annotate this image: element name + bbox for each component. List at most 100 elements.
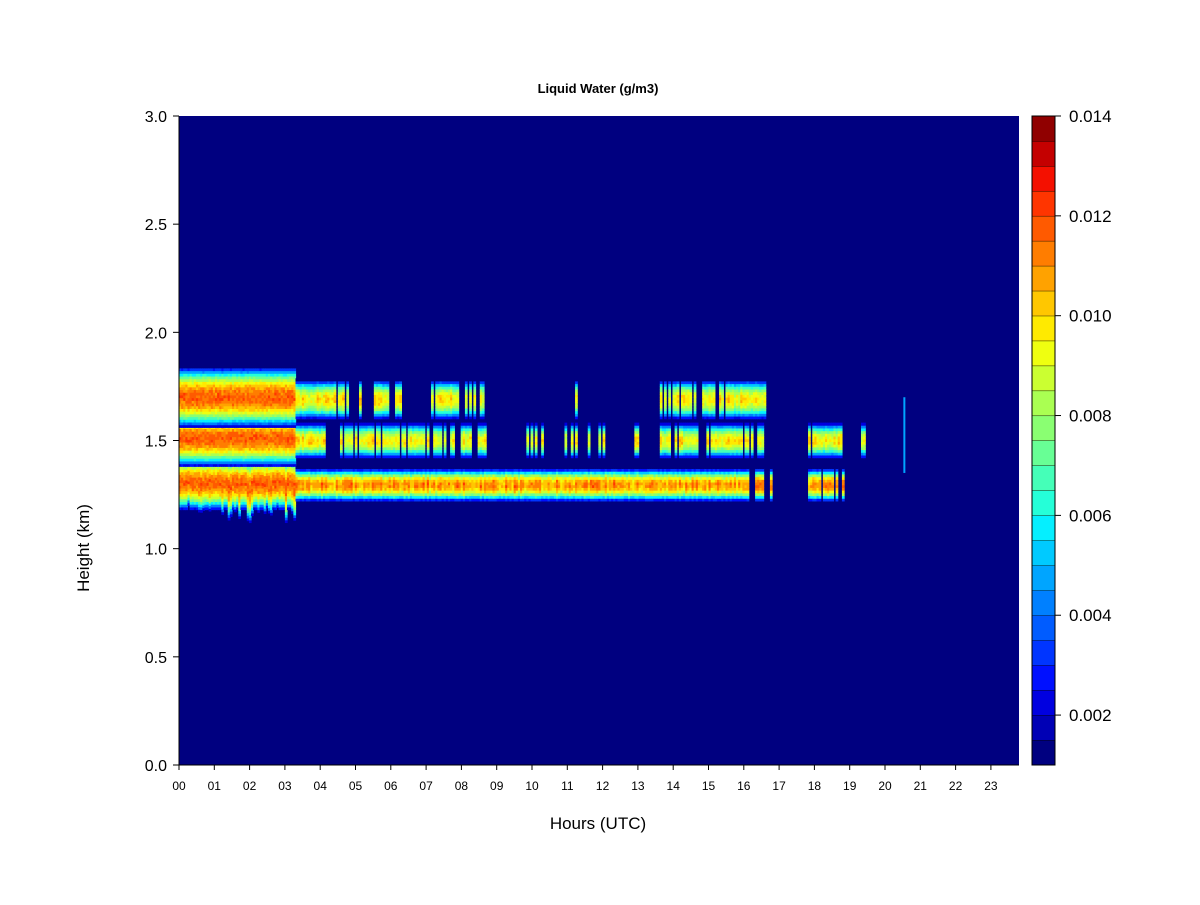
heatmap-cell [670,490,674,494]
heatmap-cell [223,504,227,508]
heatmap-cell [238,502,242,506]
heatmap-cell [808,487,811,491]
heatmap-cell [479,479,483,483]
heatmap-cell [242,471,246,475]
heatmap-cell [606,492,610,497]
heatmap-cell [257,496,261,500]
heatmap-cell [733,479,737,483]
heatmap-cell [295,498,299,502]
heatmap-cell [369,498,373,502]
heatmap-cell [251,477,254,481]
heatmap-cell [363,471,366,475]
heatmap-cell [206,431,210,435]
heatmap-cell [526,492,530,497]
heatmap-cell [727,471,731,475]
heatmap-cell [498,471,502,475]
heatmap-cell [183,469,186,473]
heatmap-cell [452,474,455,478]
heatmap-cell [350,468,354,472]
heatmap-cell [293,490,297,494]
heatmap-cell [227,474,231,478]
heatmap-cell [318,476,322,480]
heatmap-cell [560,465,563,470]
heatmap-cell [354,490,358,494]
heatmap-cell [568,479,572,483]
heatmap-cell [642,487,646,491]
heatmap-cell [295,476,299,480]
heatmap-cell [327,487,330,491]
heatmap-cell [611,471,614,475]
heatmap-cell [630,495,633,499]
heatmap-cell [831,484,835,488]
heatmap-cell [761,495,765,499]
heatmap-cell [195,444,199,448]
heatmap-cell [424,498,428,502]
heatmap-cell [208,434,212,438]
heatmap-cell [714,487,718,491]
heatmap-cell [575,471,578,475]
heatmap-cell [221,495,225,499]
heatmap-cell [206,466,210,470]
heatmap-cell [195,504,199,508]
heatmap-cell [632,468,635,472]
heatmap-cell [248,468,252,472]
heatmap-cell [577,476,580,480]
heatmap-cell [678,487,682,491]
heatmap-cell [691,498,695,502]
heatmap-cell [814,490,818,494]
heatmap-cell [721,487,724,491]
heatmap-cell [481,487,485,491]
heatmap-cell [812,471,815,475]
heatmap-cell [708,471,712,475]
heatmap-cell [655,484,659,488]
heatmap-cell [375,465,379,470]
heatmap-cell [621,490,625,494]
heatmap-cell [700,482,703,486]
heatmap-cell [611,498,614,502]
heatmap-cell [452,476,455,480]
heatmap-cell [594,490,597,494]
heatmap-cell [683,495,686,499]
heatmap-cell [257,507,261,511]
heatmap-cell [634,479,638,483]
heatmap-cell [822,479,826,483]
heatmap-cell [195,507,199,511]
heatmap-cell [600,465,604,470]
heatmap-cell [200,506,203,511]
heatmap-cell [219,479,222,484]
heatmap-cell [655,468,659,472]
heatmap-cell [181,493,184,497]
heatmap-cell [619,490,623,494]
heatmap-cell [560,495,563,499]
heatmap-cell [827,490,830,494]
heatmap-cell [551,490,555,494]
heatmap-cell [704,468,707,472]
heatmap-cell [348,490,352,494]
heatmap-cell [630,468,633,472]
heatmap-cell [668,495,671,499]
heatmap-cell [570,482,574,486]
heatmap-cell [655,498,659,502]
heatmap-cell [390,495,394,499]
heatmap-cell [342,482,345,486]
heatmap-cell [221,503,225,507]
heatmap-cell [464,490,468,494]
heatmap-cell [401,490,405,494]
heatmap-cell [312,487,316,491]
heatmap-cell [829,498,832,502]
heatmap-cell [325,471,328,475]
heatmap-cell [511,465,515,470]
heatmap-cell [234,479,237,483]
heatmap-cell [204,504,208,508]
heatmap-cell [469,474,472,478]
heatmap-cell [661,471,665,475]
heatmap-cell [274,466,278,470]
heatmap-cell [255,466,258,470]
heatmap-cell [384,498,388,502]
heatmap-cell [526,468,530,472]
heatmap-cell [367,487,371,491]
heatmap-cell [409,476,413,480]
heatmap-cell [200,493,203,497]
heatmap-cell [246,488,250,492]
heatmap-cell [185,458,189,462]
